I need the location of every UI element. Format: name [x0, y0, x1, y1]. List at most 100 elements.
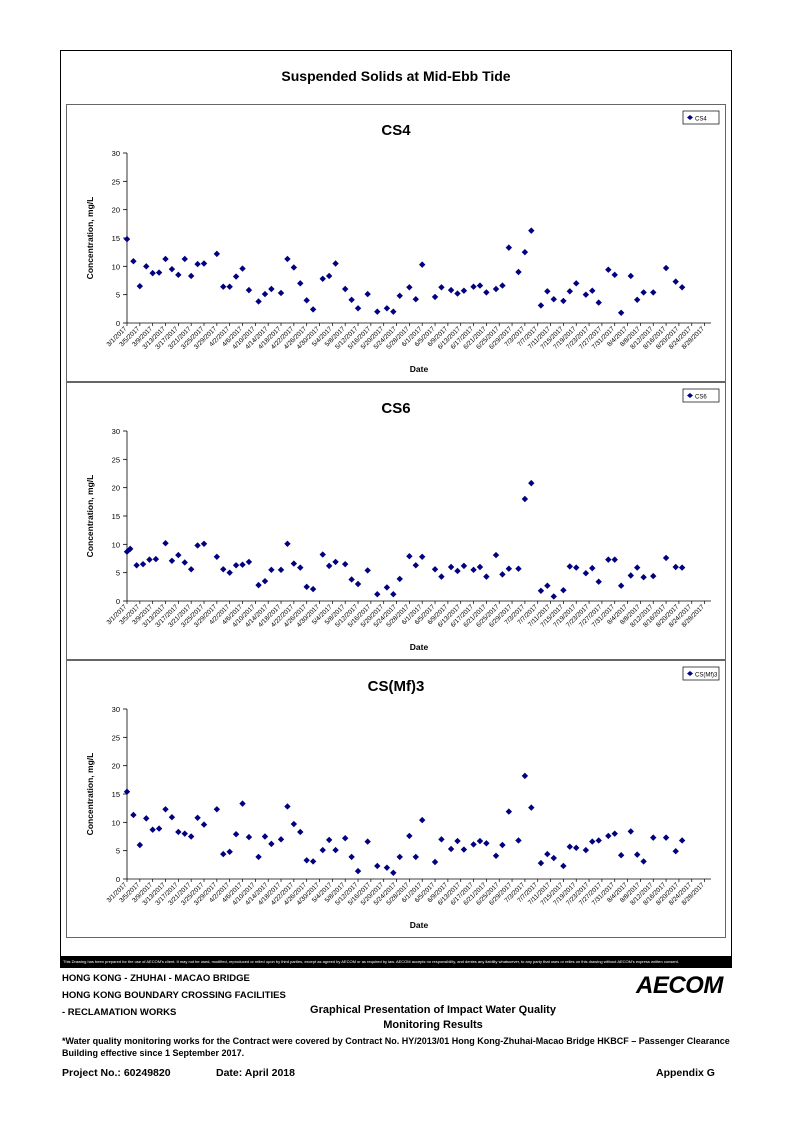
data-point: [374, 862, 381, 870]
data-point: [255, 298, 262, 305]
legend-label: CS4: [695, 117, 707, 123]
data-point: [277, 566, 285, 574]
data-point: [162, 255, 169, 263]
data-point: [454, 567, 461, 575]
data-point: [476, 837, 484, 845]
data-point: [143, 263, 150, 270]
y-tick-label: 15: [112, 512, 120, 521]
data-point: [332, 558, 339, 566]
data-point: [460, 846, 468, 853]
data-point: [325, 562, 333, 570]
data-point: [627, 572, 634, 579]
data-point: [284, 540, 291, 547]
data-point: [268, 285, 275, 293]
data-point: [332, 846, 339, 854]
y-tick-label: 15: [112, 790, 120, 799]
data-point: [544, 288, 551, 295]
data-point: [348, 576, 355, 583]
y-tick-label: 10: [112, 540, 120, 549]
project-name-line2: HONG KONG BOUNDARY CROSSING FACILITIES: [62, 990, 286, 1001]
data-point: [175, 271, 182, 279]
data-point: [460, 287, 468, 294]
data-point: [341, 285, 349, 293]
data-point: [290, 264, 298, 271]
chart-csmf3: CS(Mf)3CS(Mf)30510152025303/1/20173/5/20…: [85, 666, 720, 930]
data-point: [640, 858, 647, 865]
data-point: [406, 553, 413, 560]
drawing-title-line2: Monitoring Results: [383, 1019, 483, 1031]
y-axis-label: Concentration, mg/L: [85, 475, 95, 558]
data-point: [213, 553, 221, 560]
data-point: [438, 573, 445, 580]
data-point: [168, 265, 176, 273]
data-point: [544, 582, 551, 589]
data-point: [277, 836, 285, 843]
data-point: [573, 280, 580, 287]
data-point: [611, 271, 618, 279]
y-axis-label: Concentration, mg/L: [85, 197, 95, 280]
data-point: [617, 852, 625, 859]
data-point: [627, 272, 634, 280]
legend-marker: [687, 671, 693, 676]
legend-marker: [687, 393, 693, 398]
data-point: [226, 569, 233, 576]
data-point: [383, 864, 391, 871]
data-point: [672, 848, 679, 855]
data-point: [412, 562, 419, 569]
data-point: [374, 591, 381, 598]
data-point: [662, 834, 670, 841]
data-point: [319, 275, 326, 282]
data-point: [309, 306, 317, 313]
data-point: [492, 551, 500, 559]
data-point: [447, 286, 455, 294]
x-axis-label: Date: [410, 364, 429, 374]
data-point: [133, 562, 140, 569]
data-point: [573, 564, 580, 571]
project-number: Project No.: 60249820: [62, 1067, 171, 1079]
data-point: [492, 285, 500, 293]
data-point: [200, 260, 208, 267]
y-tick-label: 20: [112, 206, 120, 215]
data-point: [483, 840, 490, 847]
data-point: [390, 869, 397, 876]
data-point: [383, 305, 391, 312]
disclaimer-bar: This Drawing has been prepared for the u…: [60, 956, 732, 968]
data-point: [374, 308, 381, 315]
data-point: [226, 848, 233, 855]
y-tick-label: 25: [112, 455, 120, 464]
data-point: [470, 566, 477, 574]
data-point: [611, 556, 618, 563]
data-point: [290, 560, 298, 567]
data-point: [181, 830, 188, 837]
data-point: [309, 858, 317, 865]
data-point: [595, 299, 602, 306]
data-point: [297, 280, 304, 287]
data-point: [419, 816, 426, 824]
data-point: [123, 788, 131, 795]
data-point: [149, 826, 156, 833]
data-point: [470, 841, 477, 848]
data-point: [617, 582, 625, 589]
data-point: [499, 841, 506, 849]
drawing-title: Graphical Presentation of Impact Water Q…: [268, 1003, 598, 1033]
data-point: [168, 557, 176, 564]
data-point: [521, 248, 529, 256]
data-point: [528, 479, 535, 487]
data-point: [348, 853, 355, 861]
data-point: [566, 843, 574, 850]
data-point: [261, 290, 269, 298]
data-point: [454, 837, 461, 845]
data-point: [390, 308, 397, 315]
chart-cs6: CS6CS60510152025303/1/20173/5/20173/9/20…: [85, 388, 720, 652]
data-point: [617, 309, 625, 316]
data-point: [187, 272, 195, 280]
data-point: [341, 560, 349, 568]
data-point: [168, 814, 176, 821]
y-tick-label: 25: [112, 177, 120, 186]
data-point: [194, 542, 201, 549]
data-point: [633, 564, 641, 571]
data-point: [515, 268, 522, 276]
chart-panel-cs6: CS6 CS6 0 5 10 15 20 25 30 3/1/2017 3/5/2017 3/9/20…: [66, 382, 726, 660]
data-point: [239, 800, 246, 807]
data-point: [447, 845, 455, 853]
